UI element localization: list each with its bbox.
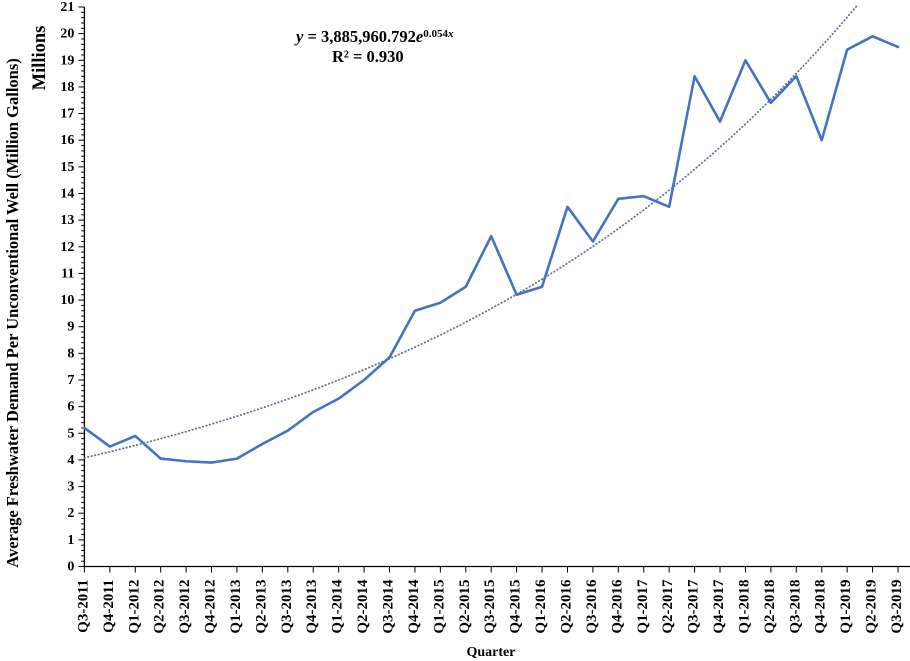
svg-text:1: 1 <box>67 533 74 548</box>
svg-text:9: 9 <box>67 320 74 335</box>
svg-text:14: 14 <box>60 187 74 202</box>
svg-text:Q4-2018: Q4-2018 <box>813 580 829 634</box>
svg-text:Q1-2016: Q1-2016 <box>533 579 549 634</box>
svg-text:Q2-2013: Q2-2013 <box>253 580 269 634</box>
svg-text:Q3-2011: Q3-2011 <box>75 580 91 633</box>
svg-text:R² = 0.930: R² = 0.930 <box>332 47 404 66</box>
svg-text:10: 10 <box>60 293 74 308</box>
svg-text:Q2-2017: Q2-2017 <box>660 579 676 634</box>
svg-text:Q3-2015: Q3-2015 <box>482 580 498 634</box>
svg-text:19: 19 <box>60 53 74 68</box>
svg-text:Q1-2018: Q1-2018 <box>736 580 752 634</box>
svg-text:Q4-2011: Q4-2011 <box>101 580 117 633</box>
svg-text:20: 20 <box>60 27 74 42</box>
svg-text:Q4-2016: Q4-2016 <box>609 579 625 634</box>
svg-text:6: 6 <box>67 400 74 415</box>
svg-text:13: 13 <box>60 213 74 228</box>
svg-text:Q3-2017: Q3-2017 <box>686 579 702 634</box>
svg-text:12: 12 <box>60 240 74 255</box>
svg-text:Q2-2012: Q2-2012 <box>152 580 168 634</box>
svg-text:Q1-2014: Q1-2014 <box>330 579 346 634</box>
svg-text:Q4-2015: Q4-2015 <box>508 580 524 634</box>
svg-text:Q4-2014: Q4-2014 <box>406 579 422 634</box>
svg-text:Q3-2013: Q3-2013 <box>279 580 295 634</box>
svg-text:21: 21 <box>60 0 74 15</box>
svg-text:Q2-2014: Q2-2014 <box>355 579 371 634</box>
svg-text:Q2-2016: Q2-2016 <box>558 579 574 634</box>
svg-text:15: 15 <box>60 160 74 175</box>
svg-text:Q2-2015: Q2-2015 <box>457 580 473 634</box>
svg-text:Q3-2014: Q3-2014 <box>381 579 397 634</box>
svg-text:4: 4 <box>67 453 74 468</box>
svg-text:7: 7 <box>67 373 74 388</box>
svg-text:y = 3,885,960.792e0.054x: y = 3,885,960.792e0.054x <box>294 27 454 46</box>
svg-text:Q1-2012: Q1-2012 <box>126 580 142 634</box>
svg-text:Q2-2018: Q2-2018 <box>762 580 778 634</box>
svg-text:Q3-2016: Q3-2016 <box>584 579 600 634</box>
svg-text:8: 8 <box>67 346 74 361</box>
svg-text:Q4-2013: Q4-2013 <box>304 580 320 634</box>
svg-text:Q3-2019: Q3-2019 <box>889 580 905 634</box>
svg-text:Q3-2012: Q3-2012 <box>177 580 193 634</box>
svg-text:Q3-2018: Q3-2018 <box>787 580 803 634</box>
svg-text:Quarter: Quarter <box>467 645 516 660</box>
svg-text:2: 2 <box>67 506 74 521</box>
svg-text:11: 11 <box>61 266 74 281</box>
svg-text:Q2-2019: Q2-2019 <box>864 580 880 634</box>
svg-text:5: 5 <box>67 426 74 441</box>
svg-text:Q1-2017: Q1-2017 <box>635 579 651 634</box>
svg-text:3: 3 <box>67 480 74 495</box>
svg-text:Q1-2013: Q1-2013 <box>228 580 244 634</box>
svg-text:Q1-2015: Q1-2015 <box>431 580 447 634</box>
svg-text:16: 16 <box>60 133 74 148</box>
svg-text:17: 17 <box>60 107 74 122</box>
svg-text:Average Freshwater Demand Per: Average Freshwater Demand Per Unconventi… <box>3 58 22 567</box>
svg-text:Q1-2019: Q1-2019 <box>838 580 854 634</box>
svg-text:Q4-2017: Q4-2017 <box>711 579 727 634</box>
svg-text:Millions: Millions <box>30 26 50 91</box>
svg-text:18: 18 <box>60 80 74 95</box>
svg-text:Q4-2012: Q4-2012 <box>203 580 219 634</box>
svg-text:0: 0 <box>67 560 74 575</box>
